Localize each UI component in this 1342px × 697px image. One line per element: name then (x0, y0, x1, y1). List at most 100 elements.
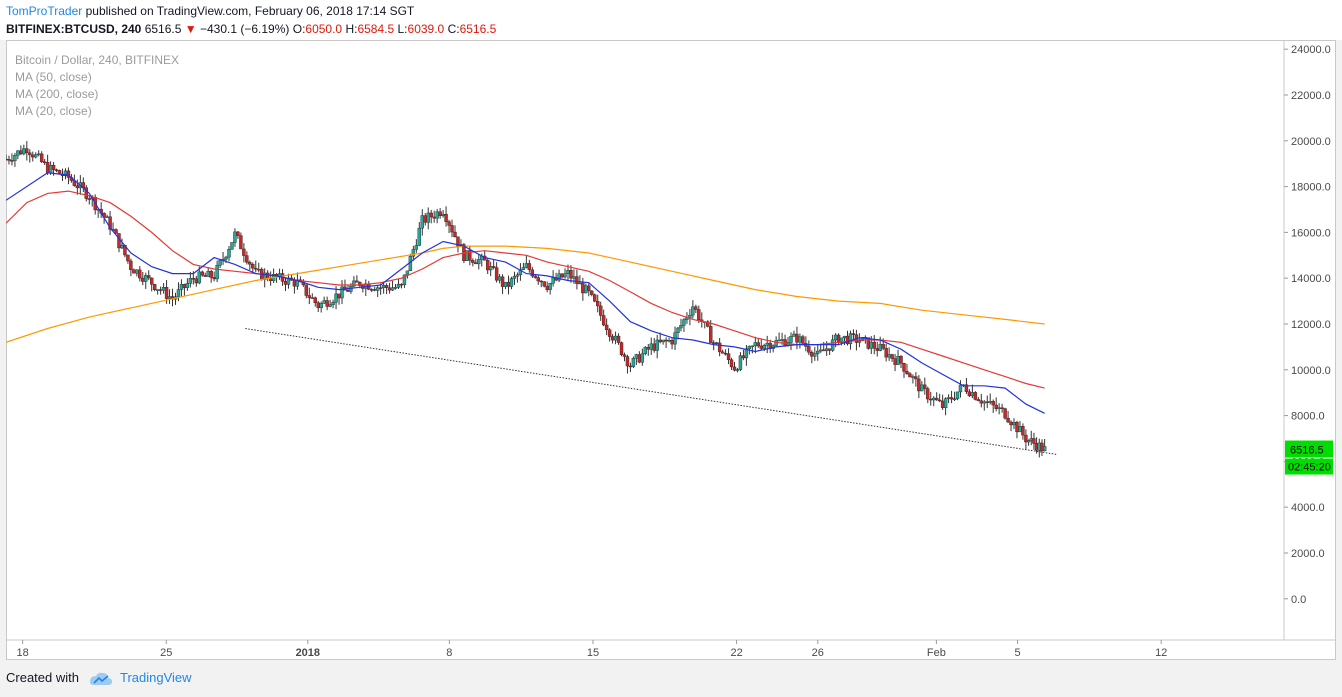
time-axis[interactable]: 18 25 2018 8 15 22 26 Feb 5 12 (17, 640, 1168, 659)
candle-body (539, 280, 543, 283)
candle-body (132, 269, 136, 274)
candle-body (474, 262, 478, 265)
candle-body (926, 388, 930, 400)
candle-body (738, 355, 743, 370)
candle-body (488, 266, 493, 271)
chart-panel (6, 40, 1336, 660)
last-price: 6516.5 (144, 22, 182, 36)
candle-body (807, 346, 811, 353)
candle-body (500, 276, 505, 287)
candle-body (13, 154, 17, 161)
candle-body (658, 339, 662, 343)
candle-body (515, 274, 520, 277)
candle-body (257, 268, 261, 271)
candle-body (551, 277, 555, 284)
candle-body (949, 397, 954, 400)
candle-body (593, 294, 597, 302)
candle-body (958, 384, 963, 393)
candle-body (242, 248, 246, 256)
candle-body (503, 281, 508, 287)
candle-body (857, 340, 862, 343)
candle-body (923, 384, 927, 389)
candle-body (578, 282, 582, 285)
candle-body (429, 212, 433, 218)
candle-body (31, 154, 35, 158)
ohlc-line: BITFINEX:BTCUSD, 240 6516.5 ▼ −430.1 (−6… (6, 22, 496, 36)
legend-ma200[interactable]: MA (200, close) (15, 87, 98, 101)
price-chart[interactable]: 24000.0 22000.0 20000.0 18000.0 16000.0 14000… (6, 40, 1336, 660)
candle-body (1009, 421, 1013, 426)
y-tick-label: 20000.0 (1291, 136, 1331, 148)
candle-body (393, 287, 398, 289)
price-tags: 6516.5 02:45:20 (1285, 440, 1333, 475)
candle-body (709, 326, 713, 343)
candle-body (191, 278, 196, 280)
candle-body (441, 213, 445, 216)
candle-body (735, 369, 740, 371)
candle-body (726, 353, 731, 360)
author-link[interactable]: TomProTrader (6, 4, 83, 18)
candle-body (426, 212, 430, 223)
candle-body (432, 216, 436, 219)
candle-body (527, 263, 532, 270)
candle-body (164, 287, 169, 299)
candle-body (144, 275, 148, 282)
y-tick-label: 16000.0 (1291, 227, 1331, 239)
trendline[interactable] (245, 328, 1058, 455)
candle-body (723, 353, 728, 355)
candle-body (711, 342, 716, 344)
ma20-line (6, 172, 1045, 414)
y-tick-label: 10000.0 (1291, 365, 1331, 377)
candle-body (988, 401, 992, 403)
candle-body (839, 337, 844, 343)
candles (6, 141, 1047, 458)
candle-body (405, 270, 410, 276)
candle-body (292, 279, 297, 287)
candle-body (845, 335, 850, 345)
symbol-label: BITFINEX:BTCUSD, 240 (6, 22, 142, 36)
candle-body (444, 213, 448, 222)
candle-body (994, 404, 998, 409)
candle-body (352, 280, 356, 287)
candle-body (572, 276, 576, 279)
candle-body (378, 287, 383, 289)
candle-body (533, 275, 537, 278)
candle-body (991, 401, 995, 406)
candle-body (679, 325, 683, 329)
candle-body (649, 343, 653, 350)
candle-body (138, 269, 142, 279)
candle-body (453, 231, 457, 238)
candle-body (182, 284, 187, 288)
candle-body (670, 339, 674, 345)
tradingview-link[interactable]: TradingView (120, 670, 192, 685)
candle-body (194, 278, 199, 284)
candle-body (450, 225, 454, 233)
ma50-line (6, 190, 1045, 389)
candle-body (1006, 417, 1010, 423)
candle-body (616, 335, 621, 343)
candle-body (373, 289, 377, 291)
candle-body (848, 333, 853, 345)
candle-body (548, 283, 552, 290)
legend-ma20[interactable]: MA (20, close) (15, 104, 92, 118)
candle-body (940, 400, 945, 408)
price-axis[interactable]: 24000.0 22000.0 20000.0 18000.0 16000.0 14000… (1284, 44, 1331, 606)
candle-body (87, 198, 91, 200)
candle-body (1042, 446, 1047, 452)
candle-body (167, 296, 172, 299)
candle-body (197, 271, 201, 284)
candle-body (655, 339, 659, 351)
candle-body (872, 341, 876, 349)
candle-body (908, 373, 912, 378)
candle-body (890, 354, 894, 359)
legend-ma50[interactable]: MA (50, close) (15, 70, 92, 84)
candle-body (486, 260, 490, 271)
y-tick-label: 24000.0 (1291, 44, 1331, 56)
candle-body (34, 154, 38, 158)
candle-body (816, 350, 820, 354)
candle-body (798, 336, 802, 343)
candle-body (729, 359, 734, 368)
y-tick-label: 14000.0 (1291, 273, 1331, 285)
candle-body (610, 336, 615, 341)
candle-body (390, 287, 395, 291)
